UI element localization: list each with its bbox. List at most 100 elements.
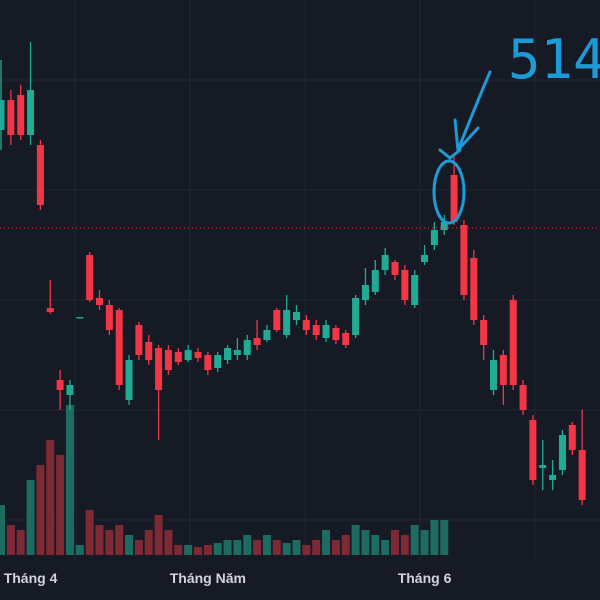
candle-body: [578, 450, 586, 500]
volume-bar: [56, 455, 65, 555]
x-tick-label: Tháng Năm: [170, 570, 246, 586]
candle-body: [352, 298, 360, 335]
candle-body: [76, 317, 84, 319]
volume-bar: [253, 540, 262, 555]
candle-body: [332, 328, 340, 340]
volume-bar: [410, 525, 419, 555]
candle-body: [174, 352, 182, 362]
volume-bar: [391, 530, 399, 555]
candle-body: [381, 255, 389, 270]
candle-body: [86, 255, 94, 300]
candle-body: [115, 310, 123, 385]
candle-body: [549, 475, 557, 480]
hand-annotation: [432, 70, 492, 225]
candle-body: [490, 360, 497, 390]
volume-bar: [331, 540, 340, 555]
candle-body: [499, 355, 507, 385]
volume-bar: [75, 545, 84, 555]
candle-body: [194, 352, 202, 358]
candle-body: [214, 355, 222, 368]
candle-body: [480, 320, 488, 345]
volume-bar: [46, 440, 55, 555]
candle-body: [558, 435, 566, 470]
volume-bar: [292, 540, 301, 555]
volume-bar: [154, 515, 163, 555]
candle-body: [322, 325, 330, 338]
candle-body: [568, 425, 576, 450]
candle-body: [145, 342, 153, 360]
candle-body: [125, 360, 133, 400]
candle-body: [430, 230, 438, 245]
candle-body: [361, 285, 369, 300]
x-tick-label: Tháng 6: [398, 570, 452, 586]
volume-bar: [282, 543, 291, 555]
volume-bar: [381, 540, 390, 555]
candle-body: [105, 305, 113, 330]
candle-body: [224, 348, 232, 360]
volume-bar: [322, 530, 331, 555]
volume-bar: [272, 540, 281, 555]
candle-body: [204, 355, 212, 370]
volume-bar: [115, 525, 124, 555]
volume-bar: [0, 505, 5, 555]
candle-body: [243, 340, 251, 355]
x-tick-label: Tháng 4: [4, 570, 58, 586]
candle-body: [164, 350, 172, 370]
volume-bar: [26, 480, 35, 555]
volume-bar: [174, 545, 183, 555]
candle-body: [155, 348, 163, 390]
volume-bar: [95, 525, 104, 555]
volume-bar: [65, 405, 74, 555]
volume-bar: [184, 545, 193, 555]
volume-bar: [85, 510, 94, 555]
candle-body: [253, 338, 261, 345]
volume-bar: [134, 540, 143, 555]
candle-body: [184, 350, 192, 360]
volume-bar: [105, 530, 114, 555]
annotation: 514: [508, 28, 600, 91]
volume-bar: [213, 543, 222, 555]
candle-body: [312, 325, 320, 335]
candle-layer: [0, 42, 586, 505]
volume-bar: [302, 545, 311, 555]
volume-bar: [144, 530, 153, 555]
volume-bar: [194, 547, 202, 555]
volume-bar: [243, 535, 252, 555]
volume-bar: [420, 530, 429, 555]
candle-body: [293, 312, 300, 320]
candle-body: [56, 380, 64, 390]
candle-body: [371, 270, 379, 292]
volume-bar: [203, 545, 212, 555]
candle-body: [135, 325, 143, 355]
candle-body: [460, 225, 468, 295]
candle-body: [529, 420, 537, 480]
volume-bar: [16, 530, 25, 555]
candle-body: [411, 275, 419, 305]
volume-bar: [164, 530, 173, 555]
candle-body: [233, 350, 241, 355]
volume-bar: [351, 525, 360, 555]
candle-body: [470, 258, 478, 320]
volume-bar: [262, 535, 271, 555]
candle-body: [450, 175, 458, 222]
volume-bar: [125, 535, 134, 555]
candle-body: [66, 385, 74, 395]
volume-bar: [223, 540, 232, 555]
candle-body: [96, 298, 103, 305]
candle-body: [440, 222, 448, 230]
candle-body: [519, 385, 527, 410]
candle-body: [0, 100, 5, 130]
candle-body: [509, 300, 517, 385]
candle-body: [401, 270, 409, 300]
volume-bar: [312, 540, 321, 555]
volume-bar: [440, 520, 449, 555]
volume-bar: [430, 520, 439, 555]
candle-body: [17, 95, 25, 135]
volume-bar: [6, 525, 15, 555]
candle-body: [27, 90, 35, 135]
volume-bar: [36, 465, 45, 555]
candle-body: [46, 308, 54, 312]
volume-bar: [361, 530, 370, 555]
